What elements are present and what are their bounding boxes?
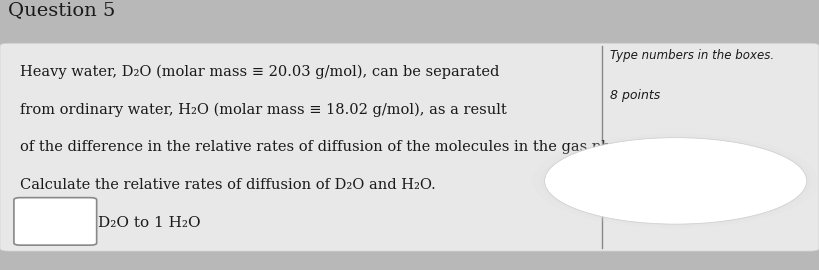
Text: from ordinary water, H₂O (molar mass ≡ 18.02 g/mol), as a result: from ordinary water, H₂O (molar mass ≡ 1… <box>20 103 507 117</box>
Text: Heavy water, D₂O (molar mass ≡ 20.03 g/mol), can be separated: Heavy water, D₂O (molar mass ≡ 20.03 g/m… <box>20 65 500 79</box>
Circle shape <box>532 134 819 228</box>
Circle shape <box>541 136 811 225</box>
FancyBboxPatch shape <box>14 198 97 245</box>
Text: Question 5: Question 5 <box>8 1 115 19</box>
Text: D₂O to 1 H₂O: D₂O to 1 H₂O <box>98 216 201 230</box>
Circle shape <box>545 138 807 224</box>
Text: of the difference in the relative rates of diffusion of the molecules in the gas: of the difference in the relative rates … <box>20 140 640 154</box>
Circle shape <box>549 139 803 223</box>
Circle shape <box>557 142 794 220</box>
FancyBboxPatch shape <box>0 43 819 251</box>
Text: Type numbers in the boxes.: Type numbers in the boxes. <box>610 49 774 62</box>
Text: 8 points: 8 points <box>610 89 660 102</box>
Text: Calculate the relative rates of diffusion of D₂O and H₂O.: Calculate the relative rates of diffusio… <box>20 178 437 192</box>
